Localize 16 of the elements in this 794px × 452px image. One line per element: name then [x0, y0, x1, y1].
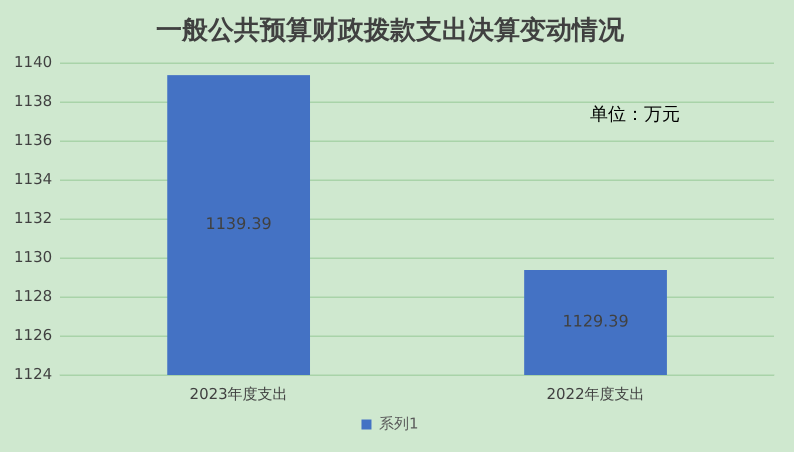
y-tick-label: 1126 [14, 326, 52, 344]
x-tick-label: 2022年度支出 [546, 384, 645, 403]
y-tick-label: 1124 [14, 364, 52, 383]
y-tick-label: 1132 [14, 208, 52, 227]
annotation: 单位：万元 [590, 104, 680, 125]
y-tick-label: 1138 [14, 92, 52, 110]
x-tick-label: 2023年度支出 [190, 384, 288, 403]
data-label: 1139.39 [206, 214, 272, 234]
y-tick-label: 1128 [14, 286, 52, 305]
legend-label: 系列1 [378, 414, 419, 432]
y-tick-label: 1140 [14, 53, 52, 72]
y-tick-label: 1136 [14, 131, 52, 150]
chart-title: 一般公共预算财政拨款支出决算变动情况 [156, 15, 625, 46]
y-tick-label: 1134 [14, 170, 52, 188]
data-label: 1129.39 [562, 312, 629, 331]
y-tick-label: 1130 [14, 248, 52, 266]
